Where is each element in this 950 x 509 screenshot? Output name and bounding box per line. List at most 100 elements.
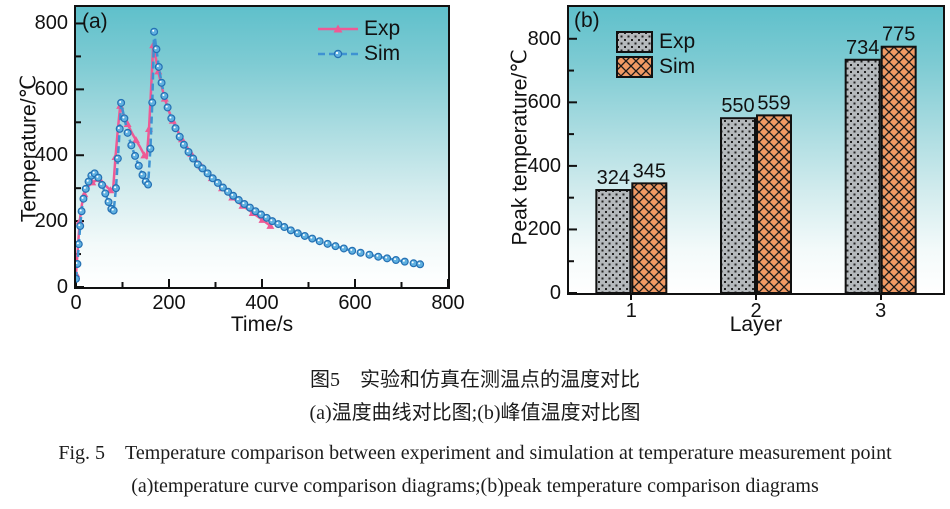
sim-circle-marker-highlight (106, 200, 109, 203)
legend-item-sim: Sim (318, 42, 400, 65)
panel-a-y-tick-label: 0 (56, 276, 68, 298)
sim-circle-marker (323, 239, 332, 248)
panel-b-x-tick (879, 295, 882, 300)
sim-line-sample-icon (318, 49, 358, 58)
panel-a-y-tick-label: 200 (34, 210, 68, 233)
sim-circle-marker (76, 274, 80, 283)
sim-circle-marker-highlight (236, 198, 239, 201)
panel-a-x-tick-label: 200 (152, 292, 186, 314)
sim-circle-marker-highlight (358, 250, 361, 253)
panel-a-y-tick-label: 600 (34, 78, 68, 101)
sim-circle-marker (134, 161, 143, 170)
sim-circle-marker (300, 231, 309, 240)
sim-circle-marker (234, 196, 243, 205)
panel-a-x-tick-label: 400 (245, 292, 279, 314)
sim-circle-marker-highlight (270, 219, 273, 222)
sim-circle-marker-highlight (191, 156, 194, 159)
sim-bar-swatch-icon (616, 55, 653, 78)
legend-sim-bar-label: Sim (659, 54, 696, 78)
sim-circle-marker-highlight (129, 143, 132, 146)
sim-circle-marker (175, 132, 184, 141)
sim-circle-marker-highlight (253, 209, 256, 212)
sim-circle-marker-highlight (325, 241, 328, 244)
sim-circle-marker (339, 244, 348, 253)
sim-circle-marker-highlight (186, 150, 189, 153)
sim-circle-marker-highlight (231, 193, 234, 196)
panel-a-legend: Exp Sim (318, 17, 400, 65)
sim-circle-marker (218, 183, 227, 192)
sim-circle-marker-highlight (143, 179, 146, 182)
sim-circle-marker-highlight (210, 176, 213, 179)
sim-circle-marker (131, 151, 140, 160)
bar-exp-layer3 (844, 58, 881, 293)
sim-circle-marker-highlight (150, 100, 153, 103)
sim-circle-marker (98, 180, 107, 189)
sim-circle-marker-highlight (181, 142, 184, 145)
sim-circle-marker-highlight (81, 196, 84, 199)
bar-value-label: 550 (721, 95, 754, 117)
sim-circle-marker-highlight (248, 205, 251, 208)
exp-triangle-marker (140, 151, 149, 159)
sim-circle-marker (189, 154, 198, 163)
sim-circle-marker (198, 164, 207, 173)
panel-a-y-tick-label: 800 (34, 12, 68, 35)
series-line-exp (76, 43, 272, 274)
sim-circle-marker (150, 27, 159, 36)
legend-item-sim-bar: Sim (616, 55, 695, 78)
sim-circle-marker (171, 124, 180, 133)
sim-circle-marker (374, 252, 383, 261)
sim-circle-marker-highlight (215, 181, 218, 184)
panel-b-y-tick-label: 400 (527, 154, 561, 177)
sim-circle-marker (160, 91, 169, 100)
sim-circle-marker-highlight (195, 162, 198, 165)
bar-sim-layer1 (631, 182, 668, 293)
caption-zh-title: 图5 实验和仿真在测温点的温度对比 (310, 369, 640, 391)
bar-value-label: 559 (757, 92, 790, 114)
sim-circle-marker (409, 259, 418, 268)
exp-triangle-marker (131, 136, 140, 144)
panel-b-x-tick (630, 295, 633, 300)
sim-circle-marker-highlight (92, 171, 95, 174)
sim-circle-marker-highlight (418, 262, 421, 265)
panel-b-x-axis-title: Layer (729, 313, 783, 336)
panel-a-x-tick-label: 0 (70, 292, 82, 314)
sim-circle-marker (280, 223, 289, 232)
panel-a-canvas (76, 22, 448, 287)
sim-circle-marker (157, 78, 166, 87)
panel-b-plot-area: 324 345 550 559 734 775 (567, 5, 945, 295)
sim-circle-marker (400, 257, 409, 266)
sim-circle-marker (356, 248, 365, 257)
sim-circle-marker (120, 114, 129, 123)
sim-circle-marker-highlight (310, 236, 313, 239)
sim-circle-marker-highlight (226, 189, 229, 192)
exp-bar-swatch-icon (616, 30, 653, 53)
legend-sim-label: Sim (364, 41, 401, 65)
sim-circle-marker-highlight (146, 182, 149, 185)
sim-circle-marker-highlight (221, 185, 224, 188)
sim-circle-marker (76, 222, 85, 231)
sim-circle-marker (109, 206, 118, 215)
sim-circle-marker (293, 229, 302, 238)
sim-circle-marker (101, 189, 110, 198)
sim-circle-marker-highlight (288, 228, 291, 231)
sim-circle-marker-highlight (295, 231, 298, 234)
sim-circle-marker (213, 178, 222, 187)
panel-b-x-tick-label: 3 (875, 300, 887, 322)
sim-circle-marker-highlight (152, 29, 155, 32)
sim-circle-marker (286, 226, 295, 235)
bar-value-label: 324 (597, 167, 630, 189)
sim-circle-marker-highlight (136, 163, 139, 166)
panel-b-x-tick-label: 2 (750, 300, 762, 322)
bar-sim-layer2 (756, 114, 792, 293)
sim-circle-marker-highlight (169, 116, 172, 119)
sim-circle-marker-highlight (100, 182, 103, 185)
sim-circle-marker (416, 260, 425, 269)
sim-circle-marker (113, 154, 122, 163)
panel-a-label: (a) (82, 10, 108, 33)
sim-circle-marker (179, 140, 188, 149)
panel-a-x-tick-label: 600 (338, 292, 372, 314)
sim-circle-marker (111, 184, 120, 193)
sim-circle-marker-highlight (79, 209, 82, 212)
sim-circle-marker-highlight (115, 156, 118, 159)
